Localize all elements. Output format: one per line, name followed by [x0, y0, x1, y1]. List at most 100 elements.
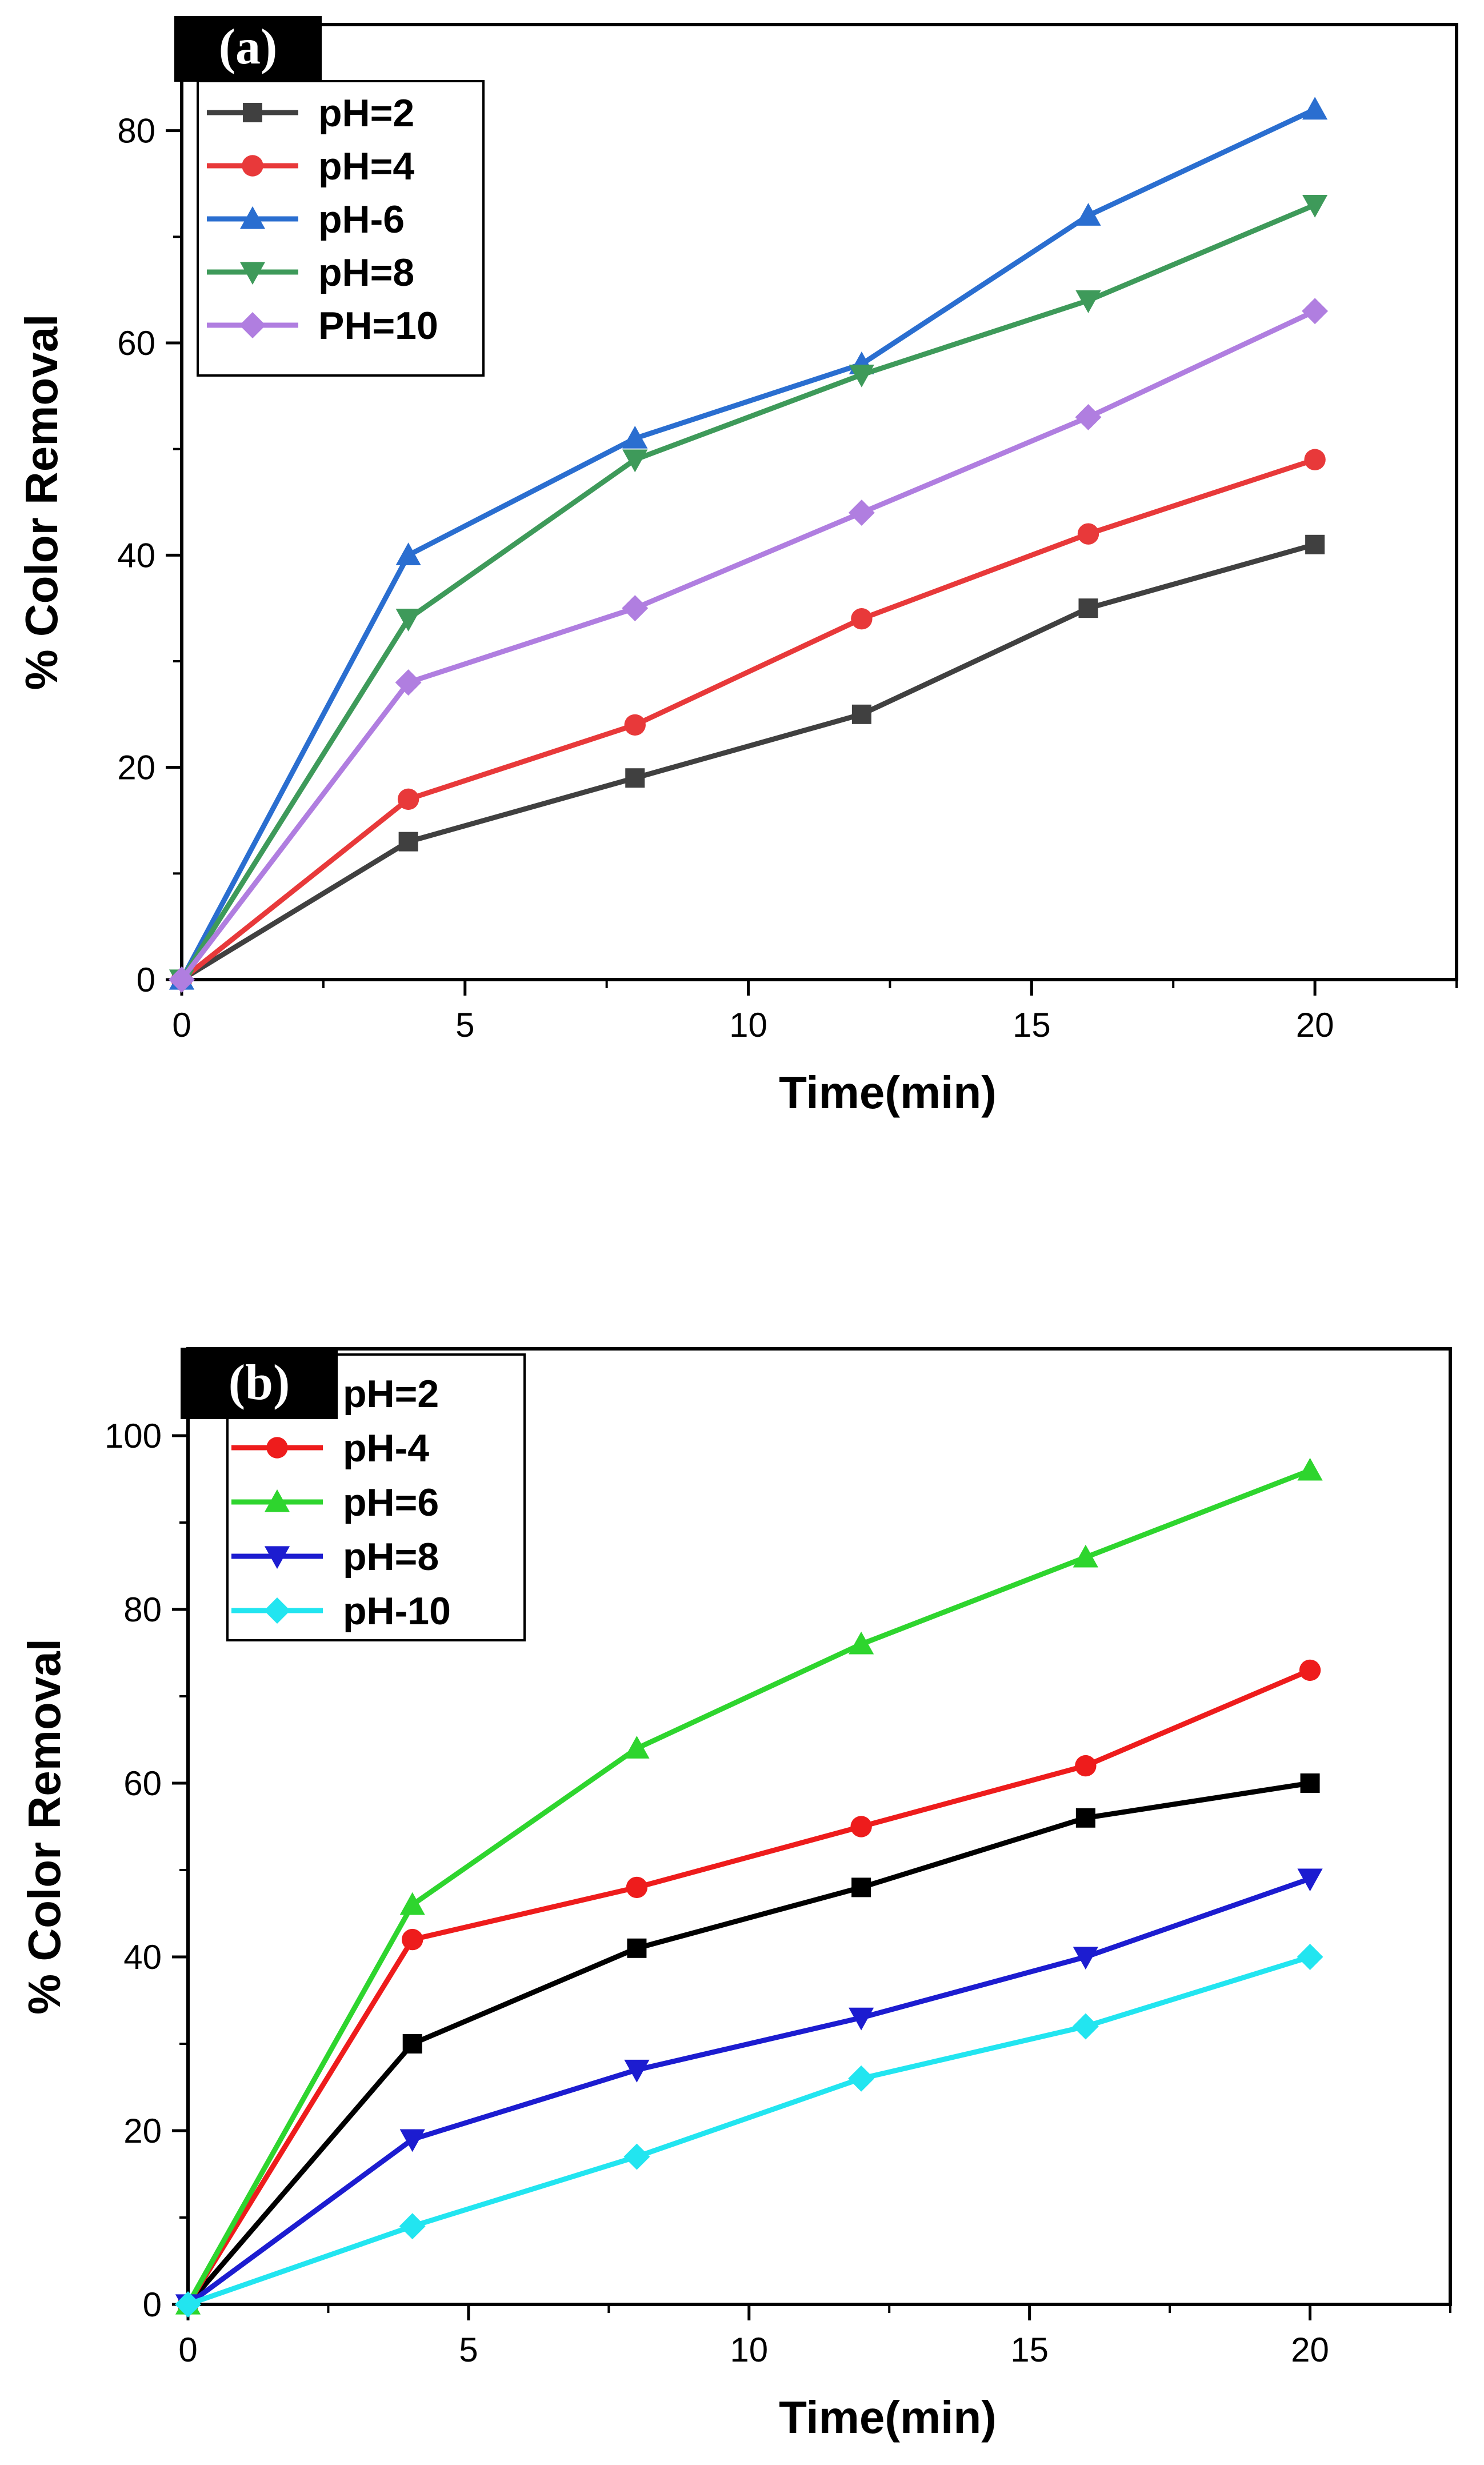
- data-point-b-3: [849, 2007, 874, 2031]
- data-point-a-0: [1078, 598, 1098, 618]
- series-b-4: [175, 1944, 1323, 2318]
- data-point-a-2: [1302, 97, 1328, 120]
- data-point-a-4: [622, 595, 649, 622]
- series-line-b-0: [186, 1780, 1311, 2306]
- data-point-a-0: [625, 768, 645, 788]
- data-point-a-4: [169, 966, 195, 993]
- legend-label-a-4: PH=10: [318, 304, 438, 347]
- series-line-a-3: [179, 202, 1316, 981]
- y-tick-label-a: 20: [117, 749, 155, 787]
- data-point-a-4: [395, 669, 422, 696]
- chart-b-svg: 0 5 10 15 20 0 20 40 60 80 100 Time(min) % Color Rem…: [19, 1347, 1452, 2443]
- panel-label-text-b: (b): [229, 1355, 290, 1411]
- series-a-3: [169, 194, 1328, 993]
- data-point-b-1: [850, 1816, 872, 1837]
- data-point-b-4: [399, 2213, 426, 2240]
- panel-label-text-a: (a): [219, 19, 278, 75]
- data-point-a-0: [1305, 534, 1325, 554]
- data-point-a-2: [395, 542, 421, 566]
- data-point-b-0: [627, 1938, 647, 1958]
- data-point-b-0: [1300, 1773, 1320, 1793]
- legend-marker-b-2: [264, 1489, 290, 1512]
- y-tick-label-b: 100: [105, 1417, 162, 1455]
- data-point-b-2: [1073, 1544, 1098, 1568]
- data-point-b-4: [848, 2065, 875, 2092]
- series-line-a-2: [179, 107, 1317, 981]
- series-line-a-4: [179, 309, 1317, 981]
- legend-label-b-2: pH=6: [343, 1481, 439, 1524]
- y-tick-label-a: 60: [117, 324, 155, 362]
- legend-marker-b-1: [266, 1437, 288, 1459]
- x-tick-label-b: 0: [178, 2331, 197, 2369]
- legend-marker-a-4: [239, 312, 266, 338]
- x-tick-label-a: 15: [1013, 1006, 1051, 1044]
- legend-label-b-0: pH=2: [343, 1372, 439, 1416]
- data-point-a-3: [395, 609, 421, 632]
- y-tick-label-a: 40: [117, 536, 155, 574]
- chart-a-svg: 0 5 10 15 20 0 20 40 60 80 Time(min) % Color Remova…: [16, 16, 1458, 1118]
- data-point-b-3: [1073, 1947, 1098, 1970]
- data-point-b-4: [1072, 2013, 1099, 2040]
- data-point-b-1: [1075, 1755, 1097, 1777]
- series-line-a-0: [180, 542, 1316, 982]
- legend-marker-a-3: [239, 262, 266, 285]
- data-point-b-4: [623, 2143, 650, 2170]
- legend-marker-b-3: [264, 1546, 290, 1569]
- x-tick-label-b: 10: [730, 2331, 768, 2369]
- data-point-b-3: [1297, 1868, 1323, 1892]
- y-tick-label-a: 80: [117, 112, 155, 150]
- series-line-b-4: [187, 1954, 1311, 2307]
- plot-frame-a: [180, 23, 1458, 981]
- series-line-b-3: [186, 1876, 1311, 2307]
- data-point-b-2: [399, 1892, 425, 1915]
- data-point-b-2: [624, 1736, 650, 1759]
- x-tick-label-a: 20: [1296, 1006, 1334, 1044]
- data-point-a-3: [622, 449, 648, 473]
- x-axis-label-a: Time(min): [779, 1067, 997, 1118]
- series-line-a-1: [180, 457, 1316, 982]
- series-line-b-2: [186, 1468, 1311, 2306]
- series-b-0: [178, 1773, 1320, 2314]
- legend-marker-a-0: [243, 103, 262, 122]
- legend-marker-a-2: [239, 206, 266, 229]
- legend-label-b-1: pH-4: [343, 1427, 429, 1470]
- data-point-b-3: [624, 2059, 650, 2083]
- data-point-a-3: [1075, 290, 1101, 313]
- x-tick-label-b: 5: [459, 2331, 478, 2369]
- data-point-a-4: [848, 500, 875, 526]
- legend-a: pH=2 pH=4 pH-6 pH=8 PH=10: [197, 80, 485, 377]
- panel-label-a: (a): [174, 16, 322, 82]
- x-axis-label-b: Time(min): [779, 2392, 997, 2443]
- x-tick-label-b: 15: [1010, 2331, 1049, 2369]
- x-tick-label-a: 0: [172, 1006, 191, 1044]
- series-b-1: [177, 1659, 1321, 2315]
- data-point-a-2: [1075, 203, 1101, 226]
- data-point-b-0: [1075, 1808, 1095, 1828]
- data-point-b-4: [1297, 1944, 1323, 1970]
- y-tick-label-b: 60: [123, 1764, 162, 1803]
- chart-panel-a: 0 5 10 15 20 0 20 40 60 80 Time(min) % Color Remova…: [0, 0, 1484, 1200]
- legend-label-a-2: pH-6: [318, 198, 405, 241]
- legend-label-a-1: pH=4: [318, 145, 414, 188]
- legend-label-b-3: pH=8: [343, 1535, 439, 1579]
- panel-label-b: (b): [181, 1348, 338, 1419]
- series-line-b-1: [186, 1668, 1311, 2306]
- panel-label-bg-a: [174, 16, 322, 82]
- series-a-4: [169, 298, 1329, 993]
- y-axis-label-b: % Color Removal: [19, 1639, 70, 2015]
- x-tick-label-a: 10: [729, 1006, 767, 1044]
- y-tick-label-b: 20: [123, 2112, 162, 2150]
- data-point-a-4: [1302, 298, 1329, 325]
- y-axis-label-a: % Color Removal: [16, 314, 67, 690]
- y-tick-label-b: 40: [123, 1938, 162, 1976]
- data-point-b-0: [402, 2034, 422, 2053]
- data-point-a-3: [849, 365, 874, 387]
- panel-label-bg-b: [181, 1348, 338, 1419]
- data-point-b-1: [626, 1876, 648, 1899]
- data-point-a-0: [851, 704, 871, 724]
- legend-label-a-3: pH=8: [318, 251, 414, 294]
- data-point-b-2: [849, 1631, 874, 1655]
- y-tick-label-b: 0: [143, 2286, 162, 2324]
- legend-label-a-0: pH=2: [318, 91, 414, 135]
- x-tick-label-a: 5: [455, 1006, 474, 1044]
